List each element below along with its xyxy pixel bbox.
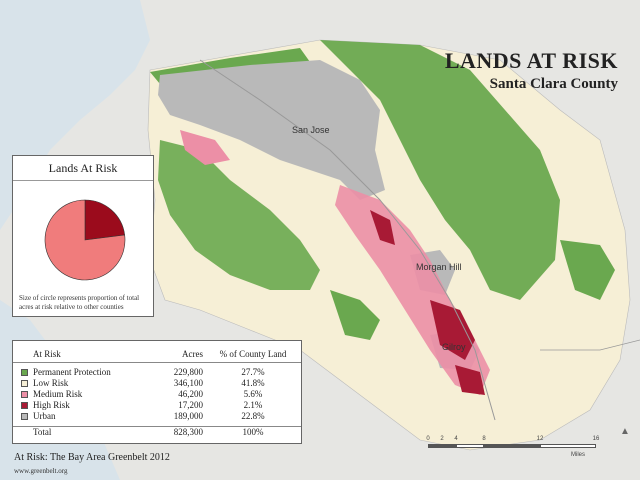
protected-west <box>158 140 320 290</box>
credit-text: At Risk: The Bay Area Greenbelt 2012 <box>14 452 170 463</box>
scale-tick: 2 <box>440 436 444 442</box>
high-risk-a <box>370 210 395 245</box>
inset-note: Size of circle represents proportion of … <box>19 294 140 311</box>
total-percent: 100% <box>242 427 264 437</box>
inset-panel: Lands At Risk Size of circle represents … <box>12 155 154 317</box>
place-label-gilroy: Gilroy <box>442 342 466 352</box>
place-label-morgan-hill: Morgan Hill <box>416 262 462 272</box>
place-label-san-jose: San Jose <box>292 125 330 135</box>
scale-seg <box>540 444 596 448</box>
row-percent: 41.8% <box>241 378 265 388</box>
inset-pie <box>44 199 126 281</box>
row-category: High Risk <box>33 400 70 410</box>
legend-table: At Risk Acres % of County Land Permanent… <box>12 340 302 444</box>
table-total-row: Total 828,300 100% <box>13 426 301 438</box>
scale-tick: 16 <box>592 436 600 442</box>
scale-seg <box>428 444 456 448</box>
scale-bar: 0 2 4 8 12 16 Miles <box>426 436 600 460</box>
row-percent: 27.7% <box>241 367 265 377</box>
scale-seg <box>484 444 540 448</box>
swatch-high <box>21 402 28 409</box>
total-acres: 828,300 <box>173 427 203 437</box>
row-acres: 17,200 <box>178 400 203 410</box>
table-row: Medium Risk 46,200 5.6% <box>13 389 301 400</box>
row-acres: 46,200 <box>178 389 203 399</box>
row-acres: 229,800 <box>173 367 203 377</box>
highway-101 <box>199 59 496 421</box>
row-category: Low Risk <box>33 378 69 388</box>
header-acres: Acres <box>182 349 203 359</box>
scale-seg <box>456 444 484 448</box>
pie-slice <box>84 199 126 241</box>
total-label: Total <box>33 427 52 437</box>
scale-tick: 12 <box>536 436 544 442</box>
north-arrow-icon: ▲ <box>620 426 630 437</box>
row-percent: 5.6% <box>243 389 263 399</box>
scale-unit: Miles <box>570 452 586 458</box>
highway-152 <box>540 339 640 351</box>
scale-tick: 0 <box>426 436 430 442</box>
row-acres: 189,000 <box>173 411 203 421</box>
pie-slice <box>44 199 126 281</box>
protected-east <box>320 40 560 300</box>
swatch-medium <box>21 391 28 398</box>
title-block: LANDS AT RISK Santa Clara County <box>445 48 618 93</box>
high-risk-b <box>430 300 475 360</box>
credit-url: www.greenbelt.org <box>14 467 68 475</box>
map-title: LANDS AT RISK <box>444 48 618 73</box>
table-row: High Risk 17,200 2.1% <box>13 400 301 411</box>
inset-title: Lands At Risk <box>13 156 153 181</box>
table-row: Low Risk 346,100 41.8% <box>13 378 301 389</box>
row-category: Urban <box>33 411 56 421</box>
protected-southeast <box>560 240 615 300</box>
scale-tick: 4 <box>454 436 458 442</box>
table-header-row: At Risk Acres % of County Land <box>13 349 301 363</box>
map-subtitle: Santa Clara County <box>489 76 618 92</box>
swatch-urban <box>21 413 28 420</box>
scale-tick: 8 <box>482 436 486 442</box>
table-row: Permanent Protection 229,800 27.7% <box>13 367 301 378</box>
protected-south <box>330 290 380 340</box>
row-category: Permanent Protection <box>33 367 111 377</box>
urban-san-jose <box>158 60 385 200</box>
swatch-permanent <box>21 369 28 376</box>
header-percent: % of County Land <box>219 349 287 359</box>
row-category: Medium Risk <box>33 389 83 399</box>
row-percent: 2.1% <box>243 400 263 410</box>
row-acres: 346,100 <box>173 378 203 388</box>
row-percent: 22.8% <box>241 411 265 421</box>
bay-water <box>0 0 150 230</box>
high-risk-c <box>455 365 485 395</box>
swatch-low <box>21 380 28 387</box>
header-category: At Risk <box>33 349 61 359</box>
table-row: Urban 189,000 22.8% <box>13 411 301 422</box>
medium-risk-west <box>180 130 230 165</box>
